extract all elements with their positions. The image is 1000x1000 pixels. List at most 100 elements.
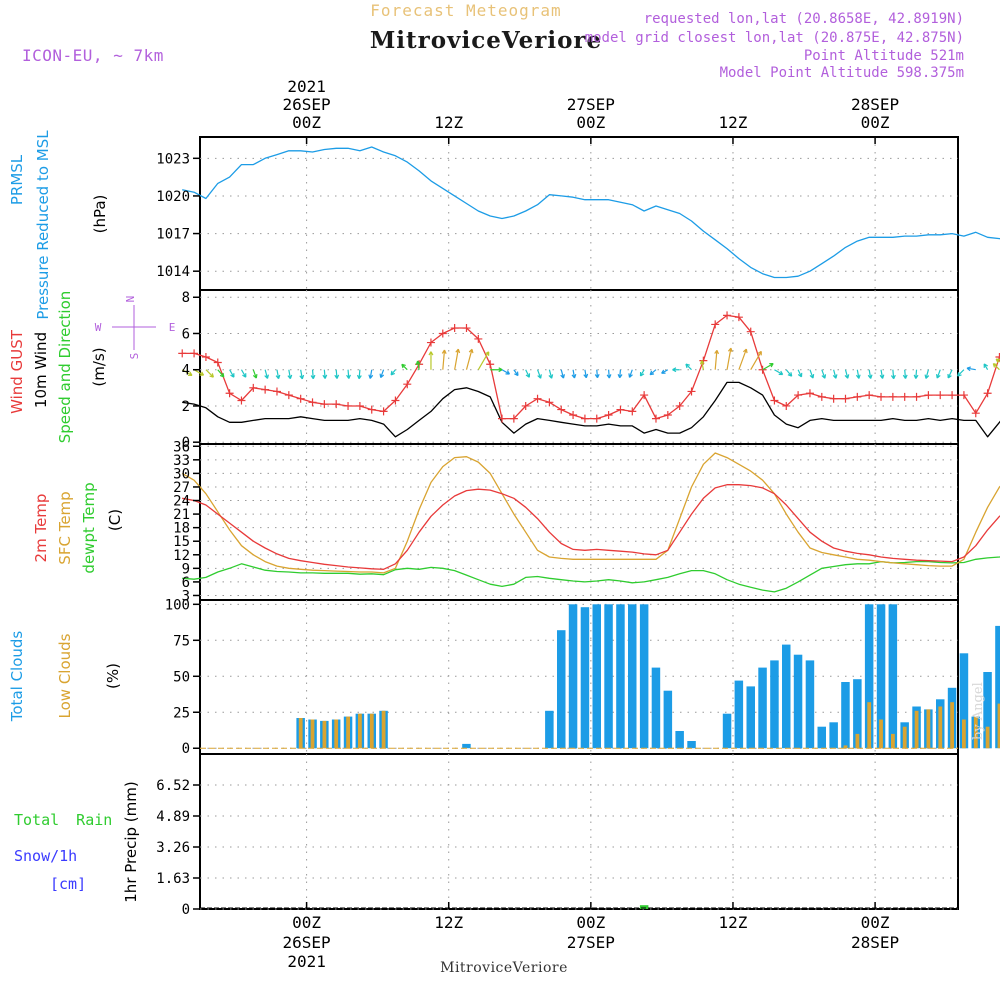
point-altitude: Point Altitude 521m [804, 48, 964, 64]
pressure-ytick-label: 1020 [156, 189, 190, 205]
wind-gust-marker [272, 387, 281, 396]
temp-dewpt-ylabel: dewpt Temp [80, 482, 98, 573]
wind-gust-marker [426, 338, 435, 347]
wind-direction-arrow [299, 369, 305, 380]
date-label-top: 27SEP [567, 95, 615, 114]
low-clouds-bar [855, 733, 860, 749]
wind-direction-arrow [913, 369, 919, 379]
wind-gust-marker [545, 398, 554, 407]
low-clouds-bar [334, 719, 339, 749]
wind-direction-arrow [714, 349, 720, 370]
pressure-ytick-label: 1023 [156, 151, 190, 167]
wind-gust-marker [178, 349, 187, 358]
total-clouds-bar [758, 667, 767, 749]
year-label-top: 2021 [287, 77, 326, 96]
wind-gust-marker [651, 414, 660, 423]
wind-direction-arrow [672, 367, 680, 373]
date-label-top: 28SEP [851, 95, 899, 114]
time-label-top: 12Z [719, 113, 748, 132]
total-clouds-bar [663, 690, 673, 749]
wind-direction-arrow [181, 369, 193, 376]
wind-gust-marker [675, 401, 684, 410]
wind-gust-marker [640, 391, 649, 400]
low-clouds-bar [926, 709, 931, 749]
low-clouds-bar [346, 716, 350, 749]
wind-direction-arrow [902, 369, 908, 379]
total-clouds-bar [687, 741, 696, 749]
total-clouds-bar [793, 654, 803, 749]
temperature-ytick-label: 27 [173, 480, 190, 496]
precipitation-ytick-label: 4.89 [156, 809, 190, 825]
model-label: ICON-EU, ~ 7km [22, 46, 164, 65]
wind-gust-marker [249, 383, 258, 392]
total-clouds-bar [888, 604, 898, 749]
wind-gust-marker [782, 401, 791, 410]
time-label-bottom: 12Z [719, 913, 748, 932]
wind-direction-arrow [310, 369, 316, 380]
wind-direction-arrow [583, 369, 589, 379]
grid-lines [200, 137, 958, 910]
compass-north: N [124, 296, 137, 303]
wind-gust-marker [308, 398, 317, 407]
station-title: MitroviceVeriore [370, 27, 602, 54]
total-clouds-bar [746, 686, 755, 749]
wind-gust-marker [533, 394, 542, 403]
wind-direction-arrow [428, 351, 434, 370]
wind-direction-arrow [924, 369, 930, 379]
date-label-bottom: 27SEP [567, 933, 615, 952]
wind-gust-marker [912, 392, 921, 401]
wind-unit: (m/s) [90, 347, 108, 386]
wind-gust-marker [403, 380, 412, 389]
wind-gust-marker [320, 400, 329, 409]
wind-gust-marker [296, 394, 305, 403]
total-clouds-bar [568, 604, 578, 749]
temperature-ytick-label: 12 [173, 548, 190, 564]
compass-south: S [128, 353, 141, 360]
total-clouds-bar [557, 630, 566, 749]
low-clouds-bar [879, 719, 883, 749]
temperature-ytick-label: 15 [173, 534, 190, 550]
clouds-ytick-label: 75 [173, 633, 190, 649]
temperature-ytick-label: 36 [173, 439, 190, 455]
low-clouds-ylabel: Low Clouds [56, 633, 74, 718]
wind-gust-marker [213, 358, 222, 367]
wind-gust-marker [379, 407, 388, 416]
pressure-ytick-label: 1014 [156, 264, 190, 280]
wind-gust-marker [616, 405, 625, 414]
wind-direction-arrow [726, 347, 733, 370]
wind-gust-marker [498, 414, 507, 423]
wind-direction-arrow [240, 369, 247, 378]
low-clouds-bar [938, 706, 943, 749]
time-label-top: 12Z [434, 113, 463, 132]
low-clouds-bar [322, 720, 327, 749]
wind-ytick-label: 8 [182, 290, 190, 306]
compass-west: W [95, 321, 102, 334]
low-clouds-bar [891, 733, 895, 749]
total-clouds-bar [853, 679, 862, 749]
temp-2m-line [182, 484, 1000, 570]
low-clouds-bar [843, 745, 848, 749]
wind-gust-marker [711, 320, 720, 329]
temperature-ytick-label: 18 [173, 521, 190, 537]
total-clouds-bar [995, 625, 1000, 749]
wind-direction-arrow [501, 369, 511, 375]
low-clouds-bar [997, 703, 1000, 749]
wind-ytick-label: 2 [182, 399, 190, 415]
wind-direction-arrow [525, 369, 531, 378]
wind-direction-arrow [699, 360, 705, 370]
wind-direction-arrow [685, 363, 692, 371]
wind-gust-marker [332, 400, 341, 409]
wind-direction-arrow [441, 349, 447, 370]
temperature-ytick-label: 33 [173, 453, 190, 469]
low-clouds-bar [867, 702, 872, 749]
wind-direction-arrow [252, 369, 258, 379]
date-label-top: 26SEP [283, 95, 331, 114]
wind-direction-arrow [229, 369, 235, 378]
low-clouds-bar [298, 718, 303, 749]
wind-gust-marker [924, 391, 933, 400]
total-clouds-ylabel: Total Clouds [8, 631, 26, 723]
wind-direction-arrow [832, 369, 838, 379]
clouds-ytick-label: 100 [165, 597, 190, 613]
clouds-ytick-label: 50 [173, 669, 190, 685]
wind-ytick-label: 6 [182, 326, 190, 342]
